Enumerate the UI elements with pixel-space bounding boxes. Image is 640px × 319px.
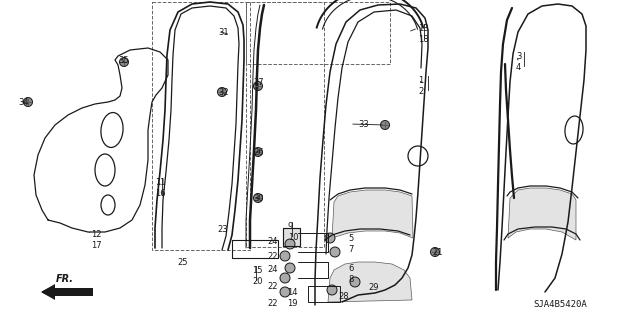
Text: 17: 17 xyxy=(91,241,102,250)
Text: 11: 11 xyxy=(155,178,166,187)
Text: 3: 3 xyxy=(516,52,522,61)
Circle shape xyxy=(24,98,33,107)
Text: 16: 16 xyxy=(155,189,166,198)
Text: 18: 18 xyxy=(418,35,429,44)
Text: 24: 24 xyxy=(268,237,278,246)
Text: 5: 5 xyxy=(348,234,353,243)
Text: 32: 32 xyxy=(218,88,228,97)
Text: 22: 22 xyxy=(268,282,278,291)
Text: 28: 28 xyxy=(338,292,349,301)
Text: 25: 25 xyxy=(177,258,188,267)
Text: 24: 24 xyxy=(268,265,278,274)
Text: 12: 12 xyxy=(91,230,102,239)
Text: 10: 10 xyxy=(288,233,298,242)
Circle shape xyxy=(325,233,335,243)
Circle shape xyxy=(253,147,262,157)
Circle shape xyxy=(381,121,390,130)
Text: 34: 34 xyxy=(18,98,29,107)
Circle shape xyxy=(327,285,337,295)
Text: 29: 29 xyxy=(368,283,378,292)
Text: 8: 8 xyxy=(348,275,353,284)
Text: 15: 15 xyxy=(252,266,262,275)
Polygon shape xyxy=(328,262,412,302)
Text: 6: 6 xyxy=(348,264,353,273)
Text: 19: 19 xyxy=(287,299,298,308)
Circle shape xyxy=(120,57,129,66)
Text: 2: 2 xyxy=(418,87,423,96)
Circle shape xyxy=(280,251,290,261)
Circle shape xyxy=(280,273,290,283)
Text: 26: 26 xyxy=(253,148,264,157)
Bar xyxy=(246,2,390,64)
Bar xyxy=(308,286,340,302)
Circle shape xyxy=(431,248,440,256)
Circle shape xyxy=(218,87,227,97)
Text: 23: 23 xyxy=(218,225,228,234)
Circle shape xyxy=(285,239,295,249)
Circle shape xyxy=(280,287,290,297)
Text: 35: 35 xyxy=(118,56,129,65)
Text: 27: 27 xyxy=(253,78,264,87)
Circle shape xyxy=(350,277,360,287)
Text: 4: 4 xyxy=(516,63,521,72)
Text: 21: 21 xyxy=(432,248,442,257)
Text: 9: 9 xyxy=(288,222,293,231)
Text: 22: 22 xyxy=(268,299,278,308)
Text: SJA4B5420A: SJA4B5420A xyxy=(533,300,587,309)
Polygon shape xyxy=(332,190,413,238)
Text: 31: 31 xyxy=(218,28,228,37)
FancyArrow shape xyxy=(41,284,93,300)
Bar xyxy=(152,2,250,250)
Text: 1: 1 xyxy=(418,76,423,85)
Circle shape xyxy=(330,247,340,257)
Text: FR.: FR. xyxy=(56,274,74,284)
Circle shape xyxy=(253,81,262,91)
Text: 7: 7 xyxy=(348,245,353,254)
Text: 22: 22 xyxy=(268,252,278,261)
Bar xyxy=(246,2,324,247)
Text: 14: 14 xyxy=(287,288,298,297)
Text: 20: 20 xyxy=(252,277,262,286)
Text: 33: 33 xyxy=(358,120,369,129)
Polygon shape xyxy=(283,228,300,246)
Circle shape xyxy=(253,194,262,203)
Text: 13: 13 xyxy=(418,24,429,33)
Circle shape xyxy=(285,263,295,273)
Text: 30: 30 xyxy=(253,194,264,203)
Polygon shape xyxy=(508,188,576,240)
